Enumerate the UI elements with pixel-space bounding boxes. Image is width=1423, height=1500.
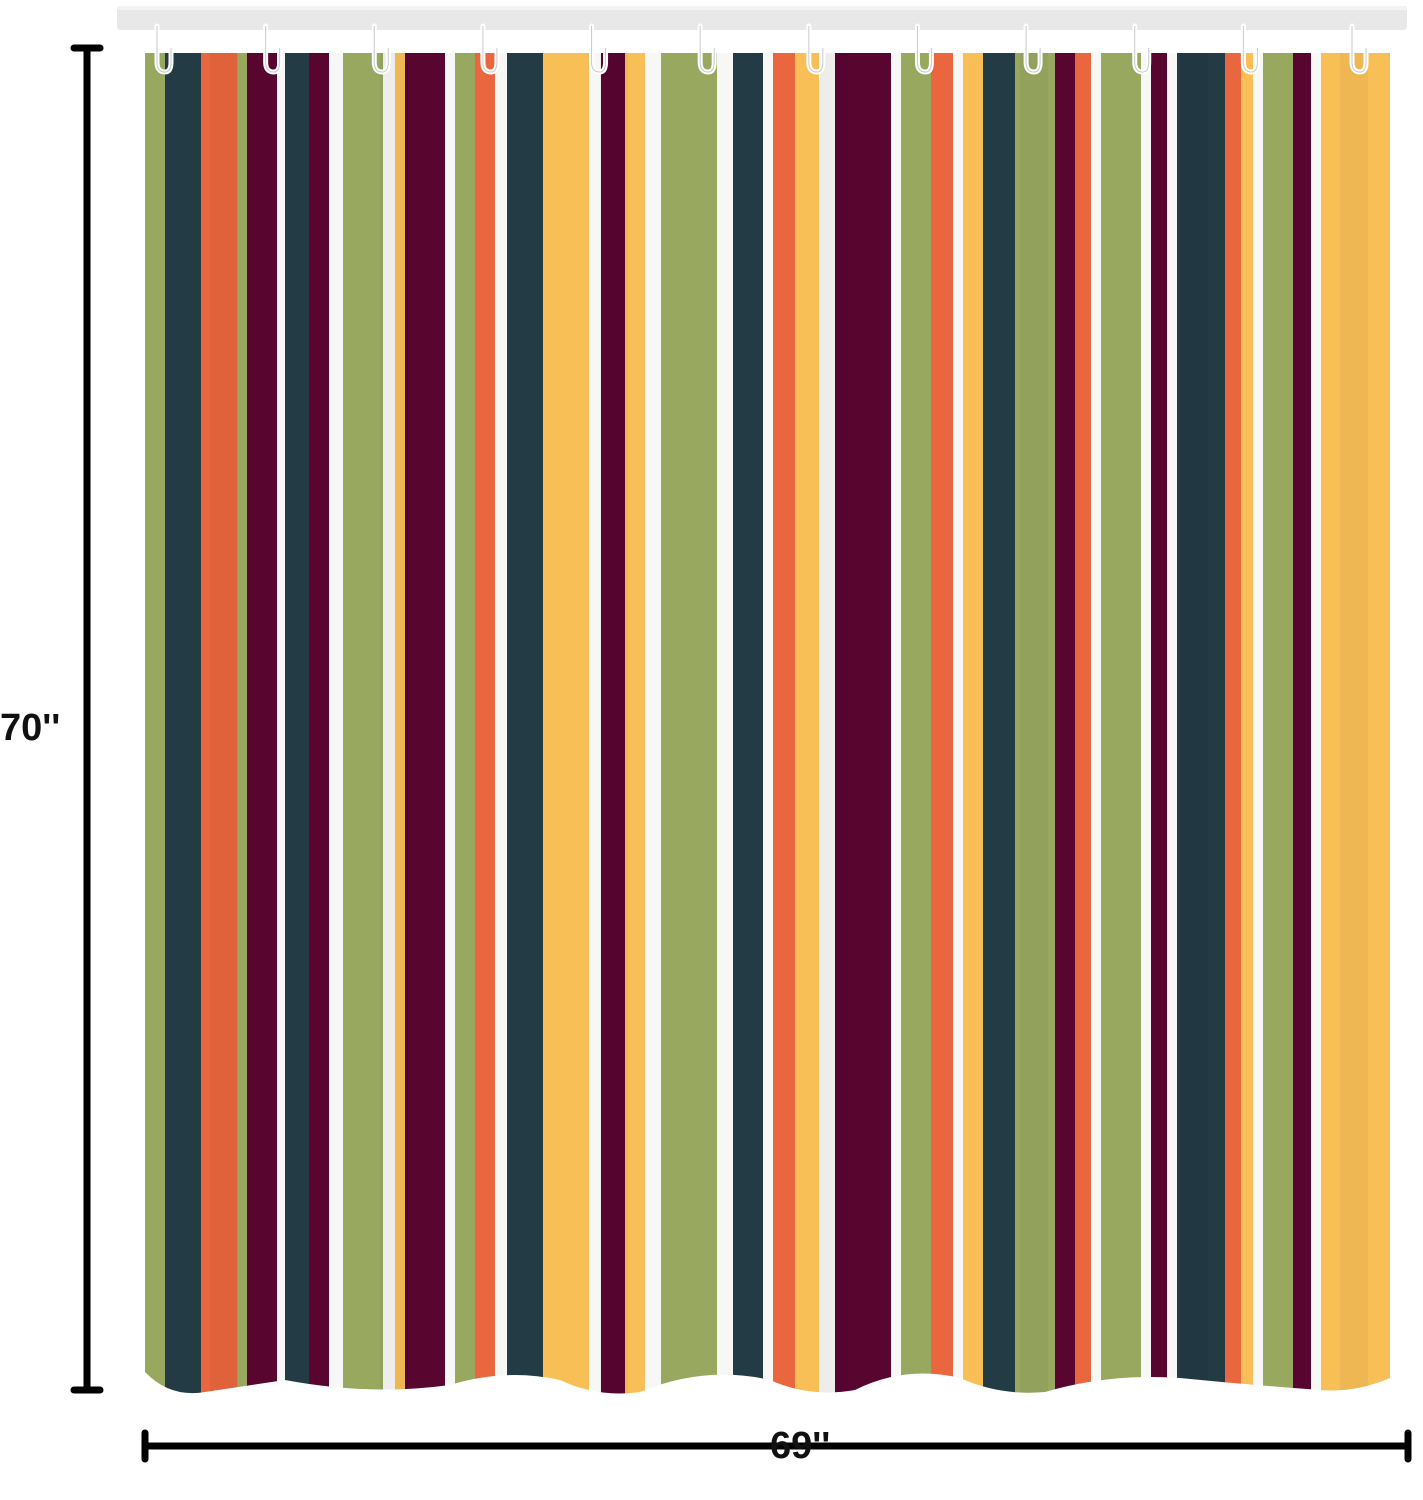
hook-outline	[808, 26, 824, 73]
hook-outline	[1242, 26, 1258, 73]
curtain-folds	[210, 53, 1368, 1394]
hook-outline	[156, 26, 172, 73]
curtain-fabric	[145, 53, 1390, 1394]
hook-outline	[916, 26, 932, 73]
stripe-green	[1101, 53, 1142, 1394]
stripe-white	[277, 53, 286, 1394]
stripe-navy	[285, 53, 310, 1394]
stripe-maroon	[1151, 53, 1168, 1394]
stripe-maroon	[835, 53, 892, 1394]
stripe-navy	[733, 53, 764, 1394]
stripe-maroon	[601, 53, 626, 1394]
hook-outline	[482, 26, 498, 73]
stripe-orange	[201, 53, 238, 1394]
stripe-white	[1141, 53, 1152, 1394]
stripe-white	[1167, 53, 1178, 1394]
hook-outline	[1134, 26, 1150, 73]
stripe-white	[717, 53, 734, 1394]
stripe-white	[645, 53, 662, 1394]
fold-shadow	[1340, 53, 1368, 1394]
height-dimension-label: 70''	[0, 707, 61, 749]
stripe-navy	[1177, 53, 1226, 1394]
stripe-white	[589, 53, 602, 1394]
stripe-white	[329, 53, 344, 1394]
stripe-white	[1091, 53, 1102, 1394]
shower-rod-highlight	[117, 6, 1407, 10]
stripe-orange	[773, 53, 796, 1394]
stripe-white	[1311, 53, 1322, 1394]
width-dimension-label: 69''	[770, 1425, 831, 1467]
stripe-yellow	[1369, 53, 1390, 1394]
stripe-white	[819, 53, 836, 1394]
stripe-green	[1015, 53, 1056, 1394]
hook-outline	[699, 26, 715, 73]
stripe-white	[383, 53, 396, 1394]
stripe-green	[661, 53, 718, 1394]
stripe-yellow	[395, 53, 406, 1394]
fold-shadow	[1020, 53, 1048, 1394]
stripe-orange	[475, 53, 496, 1394]
height-dimension-indicator	[70, 44, 104, 1394]
stripe-maroon	[1055, 53, 1076, 1394]
stripe-green	[237, 53, 248, 1394]
stripe-orange	[1075, 53, 1092, 1394]
stripe-white	[953, 53, 964, 1394]
stripe-maroon	[1293, 53, 1312, 1394]
hook-outline	[373, 26, 389, 73]
curtain-hooks	[154, 23, 1369, 75]
curtain-stripes	[145, 53, 1390, 1394]
stripe-white	[445, 53, 456, 1394]
stripe-maroon	[247, 53, 278, 1394]
stripe-yellow	[1321, 53, 1370, 1394]
fold-shadow	[1180, 53, 1208, 1394]
fold-shadow	[380, 53, 408, 1394]
stripe-orange	[931, 53, 954, 1394]
stripe-orange	[1225, 53, 1242, 1394]
stripe-green	[1263, 53, 1294, 1394]
stripe-yellow	[963, 53, 984, 1394]
hook-outline	[591, 26, 607, 73]
stripe-white	[495, 53, 508, 1394]
hook-outline	[1025, 26, 1041, 73]
hook-outline	[265, 26, 281, 73]
stripe-navy	[507, 53, 544, 1394]
stripe-white	[891, 53, 902, 1394]
shower-rod	[117, 6, 1407, 30]
stripe-yellow	[1241, 53, 1254, 1394]
stripe-green	[455, 53, 476, 1394]
stripe-maroon	[309, 53, 330, 1394]
width-dimension-indicator	[141, 1429, 1412, 1463]
stripe-green	[343, 53, 384, 1394]
stripe-navy	[165, 53, 202, 1394]
stripe-navy	[983, 53, 1016, 1394]
stripe-maroon	[405, 53, 446, 1394]
fold-shadow	[210, 53, 238, 1394]
stripe-green	[901, 53, 932, 1394]
stripe-white	[1253, 53, 1264, 1394]
stripe-green	[145, 53, 166, 1394]
stripe-white	[763, 53, 774, 1394]
fold-shadow	[820, 53, 848, 1394]
stripe-yellow	[795, 53, 820, 1394]
fold-shadow	[600, 53, 628, 1394]
stripe-yellow	[625, 53, 646, 1394]
stripe-yellow	[543, 53, 590, 1394]
hook-outline	[1351, 26, 1367, 73]
